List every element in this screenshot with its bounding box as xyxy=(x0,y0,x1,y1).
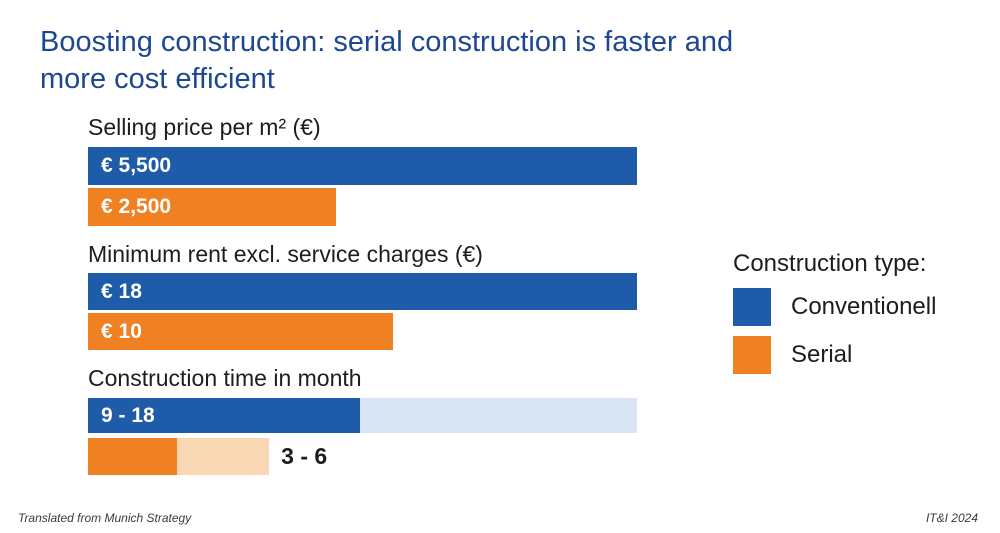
page-title-line-2: more cost efficient xyxy=(40,63,275,95)
bar-construction-time-conventional: 9 - 18 xyxy=(88,398,637,433)
legend-heading: Construction type: xyxy=(733,250,927,277)
bar-selling-price-conventional: € 5,500 xyxy=(88,147,637,185)
bar-segment-serial-min xyxy=(88,438,177,475)
bar-value-label: € 5,500 xyxy=(101,154,172,177)
bar-value-label: € 10 xyxy=(101,319,142,343)
bar-segment-serial-max xyxy=(176,438,270,475)
bar-segment-conventional-max xyxy=(359,398,637,433)
bar-chart: Selling price per m² (€) € 5,500 € 2,500… xyxy=(88,112,637,478)
page-title: Boosting construction: serial constructi… xyxy=(40,24,733,98)
footer-source-note: Translated from Munich Strategy xyxy=(18,511,192,525)
bar-value-label: 3 - 6 xyxy=(281,443,328,469)
bar-value-label: € 2,500 xyxy=(101,195,172,218)
group-label-construction-time: Construction time in month xyxy=(88,365,362,391)
group-label-minimum-rent: Minimum rent excl. service charges (€) xyxy=(88,241,483,267)
conventional-swatch-icon xyxy=(733,288,771,326)
legend: Construction type: Conventionell Serial xyxy=(733,250,993,374)
bar-value-label: € 18 xyxy=(101,279,142,303)
bar-segment-conventional-min: 9 - 18 xyxy=(88,398,360,433)
bar-selling-price-serial: € 2,500 xyxy=(88,188,337,226)
footer-publication-note: IT&I 2024 xyxy=(925,511,978,525)
bar-value-label: 9 - 18 xyxy=(101,403,155,427)
legend-item-conventional: Conventionell xyxy=(733,288,993,326)
bar-minimum-rent-serial: € 10 xyxy=(88,313,394,350)
bar-construction-time-serial: 3 - 6 xyxy=(88,438,637,475)
legend-item-serial: Serial xyxy=(733,336,993,374)
serial-swatch-icon xyxy=(733,336,771,374)
group-label-selling-price: Selling price per m² (€) xyxy=(88,114,321,140)
bar-minimum-rent-conventional: € 18 xyxy=(88,273,637,310)
legend-item-label: Conventionell xyxy=(791,293,937,320)
page-title-line-1: Boosting construction: serial constructi… xyxy=(40,26,734,58)
legend-item-label: Serial xyxy=(791,341,853,368)
